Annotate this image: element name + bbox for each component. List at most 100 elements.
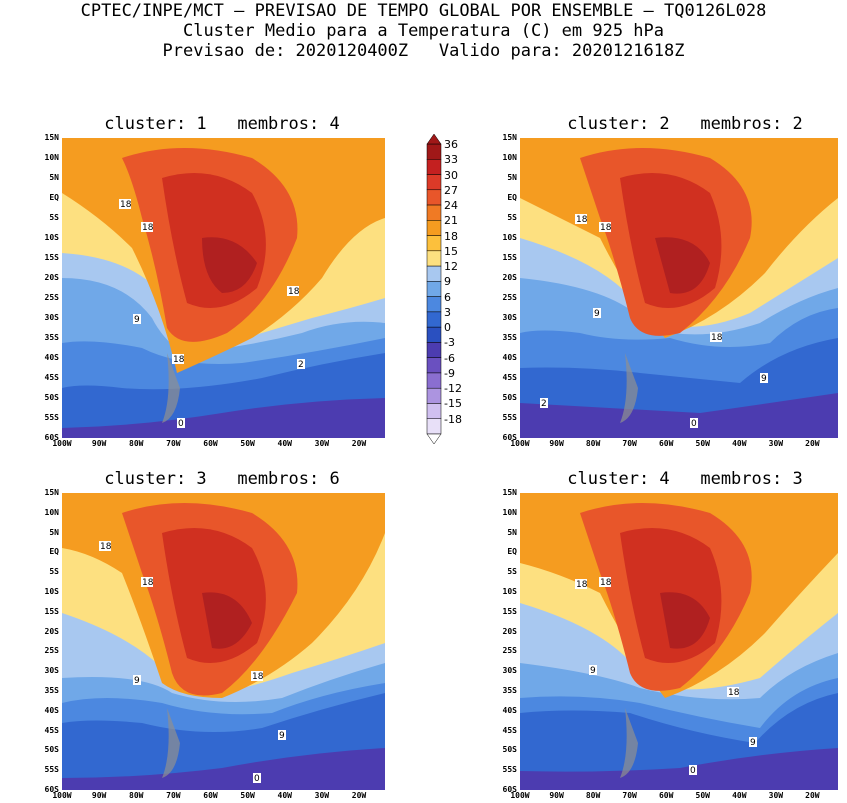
lon-label: 60W xyxy=(203,439,218,448)
lat-label: 45S xyxy=(502,725,517,735)
lon-label: 70W xyxy=(166,791,181,800)
lon-label: 90W xyxy=(91,791,107,800)
contour-label-text: 18 xyxy=(576,215,588,225)
lat-label: 15S xyxy=(44,253,59,262)
contour-label-text: 9 xyxy=(761,374,767,384)
contour-label-text: 2 xyxy=(298,360,304,370)
contour-label: 2 xyxy=(540,398,548,409)
lon-label: 50W xyxy=(695,439,710,448)
lat-label: 55S xyxy=(44,765,59,775)
header-line-1: CPTEC/INPE/MCT – PREVISAO DE TEMPO GLOBA… xyxy=(80,1,767,21)
lat-label: 10S xyxy=(44,233,59,242)
contour-label: 18 xyxy=(575,579,588,590)
lat-label: 5N xyxy=(507,527,517,537)
lat-label: 30S xyxy=(502,313,517,322)
contour-label: 0 xyxy=(253,773,261,784)
colorbar-label: 0 xyxy=(444,321,451,335)
lon-label: 20W xyxy=(805,791,820,800)
lat-label: 10S xyxy=(502,587,517,596)
lat-label: 30S xyxy=(502,666,517,676)
lat-label: 5N xyxy=(49,527,59,537)
contour-label: 18 xyxy=(710,332,723,343)
lon-label: 60W xyxy=(203,791,218,800)
lat-label: 35S xyxy=(502,333,517,342)
lat-label: 30S xyxy=(44,313,59,322)
map-panel-4-svg: 18 18 9 18 9 0 xyxy=(520,493,838,790)
lat-label: 10S xyxy=(502,233,517,242)
lon-label: 60W xyxy=(658,791,674,800)
lon-label: 90W xyxy=(549,439,564,448)
lon-label: 30W xyxy=(314,439,330,448)
contour-label-text: 9 xyxy=(134,315,140,325)
contour-label: 2 xyxy=(297,359,305,370)
lat-label: 15N xyxy=(44,488,59,497)
lat-label: 15N xyxy=(44,133,59,142)
lat-label: 45S xyxy=(44,725,59,735)
colorbar-swatch xyxy=(426,250,442,267)
contour-label: 9 xyxy=(749,737,757,748)
colorbar-swatch xyxy=(426,326,442,343)
colorbar-label: 18 xyxy=(444,229,458,243)
colorbar-swatch xyxy=(426,189,442,206)
panel-4-title: cluster: 4 membros: 3 xyxy=(567,469,803,489)
lon-label: 80W xyxy=(585,791,601,800)
colorbar-arrow-down-icon xyxy=(426,433,442,445)
colorbar xyxy=(426,133,442,448)
contour-label: 18 xyxy=(599,222,612,233)
lon-label: 70W xyxy=(166,439,181,448)
lon-label: 40W xyxy=(277,439,292,448)
colorbar-label: -15 xyxy=(444,397,462,411)
colorbar-label: 24 xyxy=(444,199,458,213)
contour-label: 18 xyxy=(172,354,185,365)
contour-label-text: 9 xyxy=(279,731,285,741)
lat-label: 40S xyxy=(502,705,517,715)
lat-label: EQ xyxy=(507,547,517,557)
contour-label: 0 xyxy=(690,418,698,429)
map-panel-2: 18 18 9 18 9 2 0 xyxy=(520,138,838,442)
contour-label: 9 xyxy=(760,373,768,384)
lat-label: 60S xyxy=(502,785,517,794)
lat-label: EQ xyxy=(507,193,517,202)
contour-label: 18 xyxy=(141,577,154,588)
lat-label: 60S xyxy=(502,433,517,442)
contour-label-text: 0 xyxy=(690,766,696,776)
contour-label: 18 xyxy=(287,286,300,297)
contour-label-text: 18 xyxy=(173,355,185,365)
contour-label-text: 18 xyxy=(600,578,612,588)
colorbar-label: 33 xyxy=(444,153,458,167)
map-panel-1-svg: 18 18 18 9 18 2 0 xyxy=(62,138,385,438)
contour-label: 18 xyxy=(99,541,112,552)
lat-label: 25S xyxy=(502,646,517,656)
lon-label: 50W xyxy=(695,791,710,800)
lon-label: 90W xyxy=(549,791,564,800)
contour-label-text: 9 xyxy=(590,666,596,676)
lat-label: 5S xyxy=(49,567,59,577)
colorbar-svg xyxy=(426,133,442,445)
lat-label: 10N xyxy=(44,153,59,162)
lon-label: 100W xyxy=(510,791,530,800)
contour-label: 0 xyxy=(177,418,185,429)
colorbar-label: 3 xyxy=(444,305,451,319)
lon-label: 30W xyxy=(768,791,784,800)
lat-label: 10N xyxy=(502,153,517,162)
lon-label: 60W xyxy=(658,439,674,448)
contour-label: 18 xyxy=(119,199,132,210)
colorbar-label: 27 xyxy=(444,183,458,197)
lat-label: 5S xyxy=(507,213,517,222)
lat-label: 15S xyxy=(44,606,59,616)
map-panel-1: 18 18 18 9 18 2 0 xyxy=(62,138,385,442)
lat-label: 15N xyxy=(502,488,517,497)
lat-label: 5S xyxy=(507,567,517,577)
lat-label: 40S xyxy=(502,353,517,362)
contour-label-text: 18 xyxy=(120,200,132,210)
lat-label: 35S xyxy=(502,686,517,695)
lat-label: 40S xyxy=(44,353,59,362)
lon-label: 90W xyxy=(91,439,107,448)
lat-label: 45S xyxy=(502,373,517,382)
lat-label: 35S xyxy=(44,333,59,342)
colorbar-label: 21 xyxy=(444,214,458,228)
contour-label: 18 xyxy=(599,577,612,588)
colorbar-label: 6 xyxy=(444,290,451,304)
contour-label-text: 18 xyxy=(100,542,112,552)
lat-label: 35S xyxy=(44,686,59,695)
